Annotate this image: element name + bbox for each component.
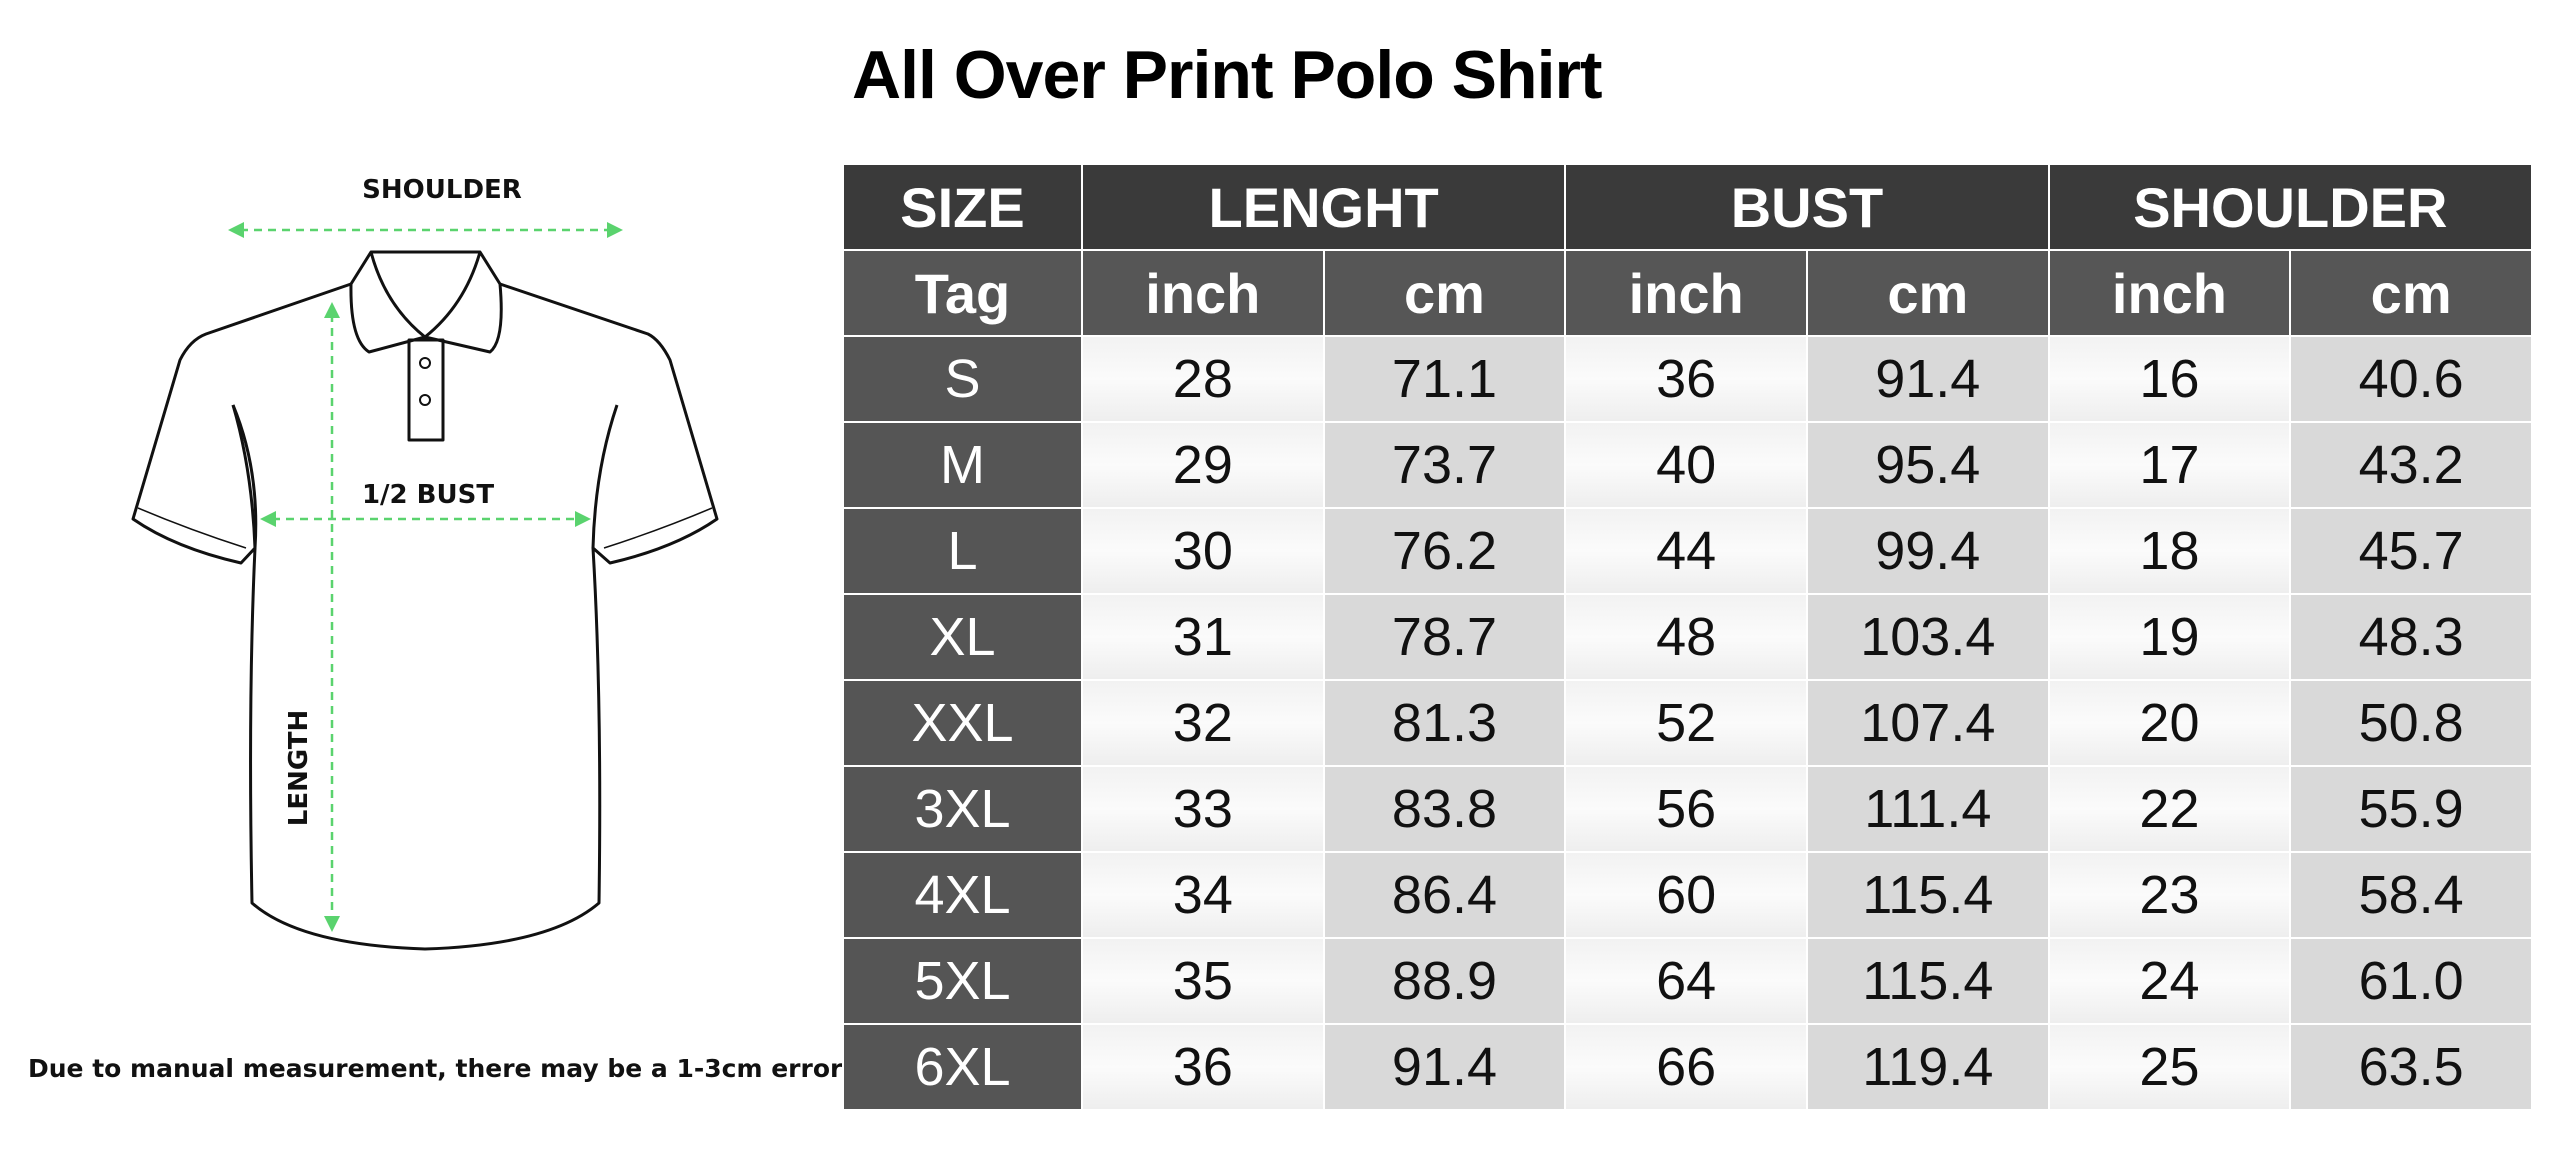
header-shoulder: SHOULDER	[2047, 163, 2534, 251]
measurement-cell: 78.7	[1322, 593, 1567, 681]
subheader-unit: inch	[1081, 249, 1325, 337]
size-chart-table: SIZE LENGHT BUST SHOULDER Tag inch cm in…	[842, 163, 2534, 1111]
measurement-cell: 28	[1081, 335, 1325, 423]
measurement-cell: 56	[1564, 765, 1808, 853]
bust-label: 1/2 BUST	[362, 480, 494, 510]
header-bust: BUST	[1564, 163, 2050, 251]
table-row: 5XL 35 88.9 64 115.4 24 61.0	[842, 937, 2533, 1025]
measurement-cell: 30	[1081, 507, 1325, 595]
measurement-cell: 33	[1081, 765, 1325, 853]
size-tag-cell: XXL	[842, 679, 1083, 767]
measurement-cell: 71.1	[1322, 335, 1567, 423]
subheader-tag: Tag	[842, 249, 1083, 337]
table-row: 3XL 33 83.8 56 111.4 22 55.9	[842, 765, 2533, 853]
measurement-cell: 43.2	[2289, 421, 2533, 509]
measurement-cell: 40.6	[2289, 335, 2533, 423]
measurement-cell: 52	[1564, 679, 1808, 767]
size-tag-cell: 4XL	[842, 851, 1083, 939]
measurement-cell: 48	[1564, 593, 1808, 681]
table-row: XXL 32 81.3 52 107.4 20 50.8	[842, 679, 2533, 767]
size-tag-cell: L	[842, 507, 1083, 595]
subheader-unit: inch	[2047, 249, 2292, 337]
measurement-cell: 35	[1081, 937, 1325, 1025]
unit-header-row: Tag inch cm inch cm inch cm	[842, 249, 2533, 337]
table-row: M 29 73.7 40 95.4 17 43.2	[842, 421, 2533, 509]
measurement-cell: 25	[2047, 1023, 2292, 1111]
table-row: S 28 71.1 36 91.4 16 40.6	[842, 335, 2533, 423]
measurement-cell: 50.8	[2289, 679, 2533, 767]
measurement-cell: 23	[2047, 851, 2292, 939]
measurement-cell: 64	[1564, 937, 1808, 1025]
table-row: 6XL 36 91.4 66 119.4 25 63.5	[842, 1023, 2533, 1111]
measurement-cell: 18	[2047, 507, 2292, 595]
table-row: L 30 76.2 44 99.4 18 45.7	[842, 507, 2533, 595]
polo-shirt-diagram: SHOULDER 1/2 BUST LENGTH	[131, 175, 719, 951]
measurement-cell: 61.0	[2289, 937, 2533, 1025]
measurement-cell: 73.7	[1322, 421, 1567, 509]
size-tag-cell: M	[842, 421, 1083, 509]
measurement-cell: 45.7	[2289, 507, 2533, 595]
measurement-cell: 34	[1081, 851, 1325, 939]
measurement-cell: 40	[1564, 421, 1808, 509]
size-tag-cell: 5XL	[842, 937, 1083, 1025]
header-size: SIZE	[842, 163, 1083, 251]
measurement-cell: 36	[1564, 335, 1808, 423]
measurement-cell: 76.2	[1322, 507, 1567, 595]
measurement-cell: 91.4	[1805, 335, 2050, 423]
page-title: All Over Print Polo Shirt	[852, 37, 1603, 113]
measurement-cell: 119.4	[1805, 1023, 2050, 1111]
measurement-cell: 63.5	[2289, 1023, 2533, 1111]
group-header-row: SIZE LENGHT BUST SHOULDER	[842, 163, 2534, 251]
measurement-cell: 91.4	[1322, 1023, 1567, 1111]
measurement-cell: 99.4	[1805, 507, 2050, 595]
measurement-cell: 19	[2047, 593, 2292, 681]
subheader-unit: cm	[2289, 249, 2533, 337]
measurement-cell: 36	[1081, 1023, 1325, 1111]
measurement-cell: 115.4	[1805, 851, 2050, 939]
measurement-cell: 16	[2047, 335, 2292, 423]
measurement-cell: 31	[1081, 593, 1325, 681]
shoulder-label: SHOULDER	[362, 175, 522, 205]
measurement-cell: 29	[1081, 421, 1325, 509]
measurement-cell: 81.3	[1322, 679, 1567, 767]
measurement-cell: 55.9	[2289, 765, 2533, 853]
measurement-cell: 86.4	[1322, 851, 1567, 939]
arrow-heads	[228, 222, 623, 932]
subheader-unit: cm	[1805, 249, 2050, 337]
measurement-cell: 58.4	[2289, 851, 2533, 939]
length-label: LENGTH	[284, 710, 314, 826]
header-length: LENGHT	[1080, 163, 1567, 251]
size-tag-cell: S	[842, 335, 1083, 423]
measurement-cell: 22	[2047, 765, 2292, 853]
shirt-outline	[131, 250, 719, 951]
size-tag-cell: 6XL	[842, 1023, 1083, 1111]
measurement-note: Due to manual measurement, there may be …	[28, 1054, 843, 1083]
measurement-cell: 107.4	[1805, 679, 2050, 767]
measurement-cell: 103.4	[1805, 593, 2050, 681]
measurement-cell: 111.4	[1805, 765, 2050, 853]
table-row: 4XL 34 86.4 60 115.4 23 58.4	[842, 851, 2533, 939]
table-row: XL 31 78.7 48 103.4 19 48.3	[842, 593, 2533, 681]
measurement-cell: 115.4	[1805, 937, 2050, 1025]
size-tag-cell: XL	[842, 593, 1083, 681]
measurement-cell: 66	[1564, 1023, 1808, 1111]
measurement-cell: 24	[2047, 937, 2292, 1025]
measurement-cell: 83.8	[1322, 765, 1567, 853]
measurement-cell: 44	[1564, 507, 1808, 595]
measurement-cell: 32	[1081, 679, 1325, 767]
measurement-cell: 88.9	[1322, 937, 1567, 1025]
subheader-unit: inch	[1564, 249, 1808, 337]
size-tag-cell: 3XL	[842, 765, 1083, 853]
measurement-cell: 95.4	[1805, 421, 2050, 509]
measurement-cell: 60	[1564, 851, 1808, 939]
measurement-cell: 17	[2047, 421, 2292, 509]
measurement-cell: 48.3	[2289, 593, 2533, 681]
subheader-unit: cm	[1322, 249, 1567, 337]
measurement-cell: 20	[2047, 679, 2292, 767]
measurement-arrows	[240, 228, 612, 920]
